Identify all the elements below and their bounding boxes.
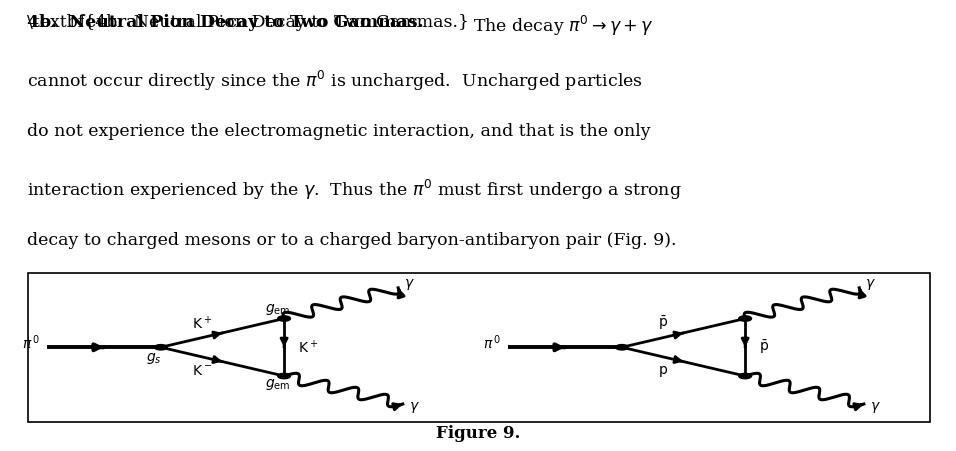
FancyBboxPatch shape [29, 273, 930, 422]
Text: $\bar{\mathrm{p}}$: $\bar{\mathrm{p}}$ [759, 338, 769, 356]
Text: $\mathrm{p}$: $\mathrm{p}$ [658, 364, 668, 378]
Text: do not experience the electromagnetic interaction, and that is the only: do not experience the electromagnetic in… [27, 123, 650, 140]
Text: $g_s$: $g_s$ [145, 350, 162, 365]
Circle shape [277, 316, 291, 321]
Text: $\mathrm{K}^+$: $\mathrm{K}^+$ [192, 315, 212, 332]
Text: cannot occur directly since the $\pi^0$ is uncharged.  Uncharged particles: cannot occur directly since the $\pi^0$ … [27, 69, 642, 92]
Circle shape [616, 345, 628, 350]
Text: $g_\mathrm{em}$: $g_\mathrm{em}$ [265, 377, 291, 392]
Circle shape [739, 316, 751, 321]
Circle shape [155, 345, 167, 350]
Text: interaction experienced by the $\gamma$.  Thus the $\pi^0$ must first undergo a : interaction experienced by the $\gamma$.… [27, 178, 682, 202]
Text: $\mathrm{K}^-$: $\mathrm{K}^-$ [192, 364, 212, 378]
Text: $\gamma$: $\gamma$ [865, 276, 876, 291]
Text: Figure 9.: Figure 9. [436, 425, 520, 442]
Circle shape [739, 373, 751, 379]
Text: $\gamma$: $\gamma$ [870, 400, 881, 415]
Text: $g_\mathrm{em}$: $g_\mathrm{em}$ [265, 302, 291, 317]
Text: 4b.  Neutral Pion Decay to Two Gammas.: 4b. Neutral Pion Decay to Two Gammas. [27, 14, 424, 31]
Text: $\pi^{\,0}$: $\pi^{\,0}$ [483, 333, 501, 352]
Text: The decay $\pi^0 \rightarrow \gamma + \gamma$: The decay $\pi^0 \rightarrow \gamma + \g… [473, 14, 654, 38]
Text: $\gamma$: $\gamma$ [409, 400, 420, 415]
Text: $\gamma$: $\gamma$ [403, 276, 415, 291]
Text: $\bar{\mathrm{p}}$: $\bar{\mathrm{p}}$ [658, 315, 668, 332]
Text: decay to charged mesons or to a charged baryon-antibaryon pair (Fig. 9).: decay to charged mesons or to a charged … [27, 232, 676, 249]
Text: $\mathrm{K}^+$: $\mathrm{K}^+$ [297, 339, 318, 356]
Circle shape [277, 373, 291, 379]
Text: \textbf{4b.  Neutral Pion Decay to Two Gammas.}: \textbf{4b. Neutral Pion Decay to Two Ga… [27, 14, 468, 31]
Text: $\pi^{\,0}$: $\pi^{\,0}$ [22, 333, 40, 352]
